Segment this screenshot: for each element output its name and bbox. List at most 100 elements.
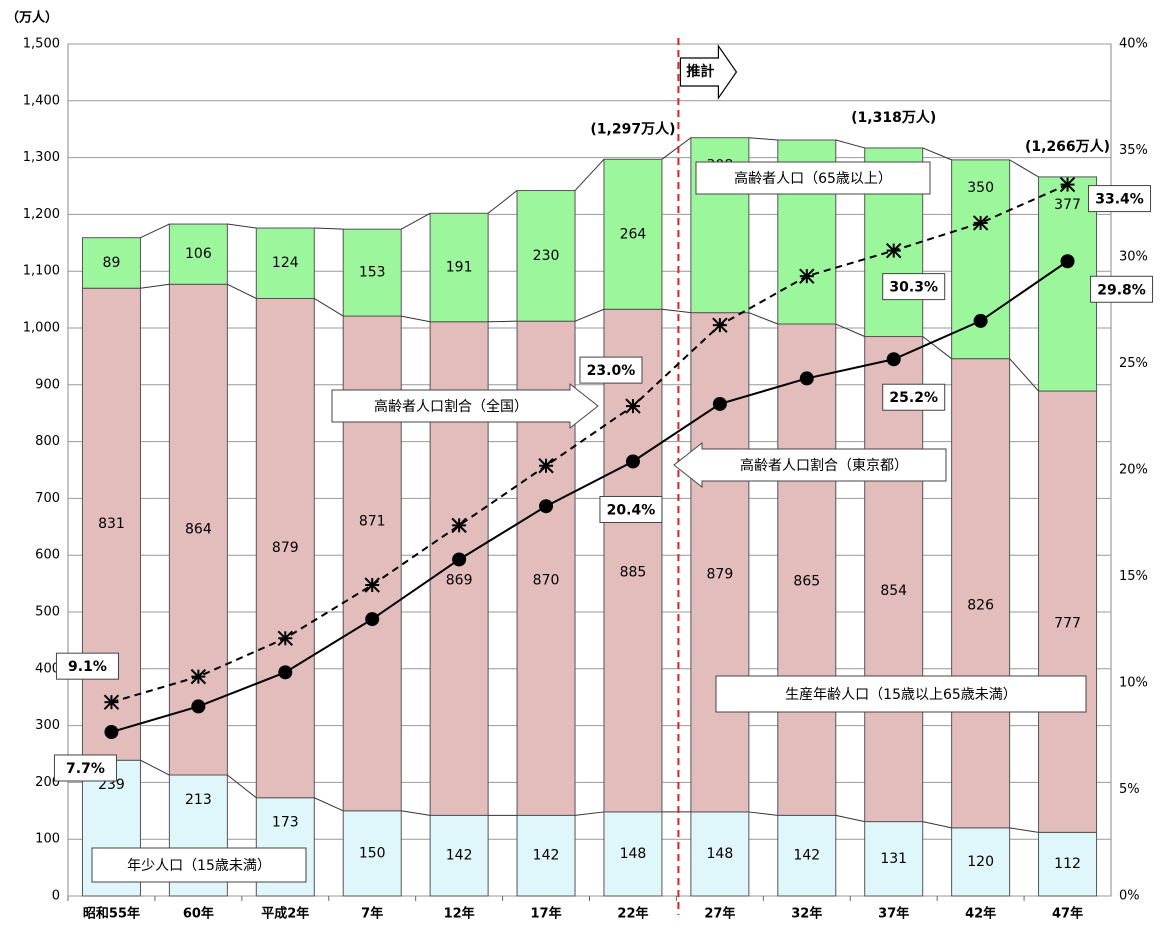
- stack-connector: [314, 298, 344, 317]
- pct-callout-text: 30.3%: [889, 280, 938, 296]
- bar-segment: [168, 223, 228, 285]
- segment-value-label: 377: [1054, 197, 1081, 213]
- segment-value-label: 864: [185, 522, 212, 538]
- segment-value-label: 142: [446, 848, 473, 864]
- segment-value-label: 153: [359, 265, 386, 281]
- y-tick-label: 1,400: [23, 93, 60, 108]
- segment-value-label: 191: [446, 260, 473, 276]
- bar-segment: [603, 158, 663, 310]
- bar-segment: [690, 312, 750, 813]
- stack-connector: [487, 190, 518, 214]
- bar-segment: [429, 212, 489, 323]
- national-ratio-line: [111, 183, 1068, 704]
- bar-segment: [690, 811, 750, 897]
- segment-value-label: 350: [967, 180, 994, 196]
- x-tick-label: 22年: [617, 906, 648, 922]
- stack-connector: [1009, 159, 1039, 178]
- pct-callout-box: [599, 495, 663, 523]
- pct-callout-text: 9.1%: [68, 659, 107, 675]
- segment-value-label: 870: [533, 572, 560, 588]
- pct-callout-box: [1090, 275, 1154, 303]
- pct-callout-text: 23.0%: [587, 363, 636, 379]
- child-legend-box: [91, 847, 307, 883]
- stack-connector: [748, 811, 778, 816]
- tokyo-ratio-point: [799, 371, 814, 386]
- stack-connector: [227, 774, 257, 799]
- pct-callout-box: [1088, 185, 1152, 213]
- y-tick-label: 400: [35, 661, 60, 676]
- y-tick-label: 300: [35, 718, 60, 733]
- bar-segment: [1038, 831, 1098, 897]
- child-legend-text: 年少人口（15歳未満）: [127, 858, 271, 874]
- stack-connector: [140, 283, 170, 289]
- stack-connector: [922, 336, 952, 360]
- x-tick-label: 42年: [965, 906, 996, 922]
- y-tick-label: 1,200: [23, 207, 60, 222]
- y2-tick-label: 15%: [1119, 569, 1148, 584]
- segment-value-label: 826: [967, 597, 994, 613]
- segment-value-label: 230: [533, 248, 560, 264]
- y-tick-label: 500: [35, 605, 60, 620]
- pct-callout-text: 29.8%: [1097, 282, 1146, 298]
- bar-segment: [603, 308, 663, 813]
- tokyo-ratio-point: [539, 499, 554, 514]
- stack-connector: [1009, 358, 1039, 392]
- y-tick-label: 200: [35, 775, 60, 790]
- segment-value-label: 173: [272, 815, 299, 831]
- national-ratio-point: [538, 458, 554, 474]
- segment-value-label: 142: [533, 848, 560, 864]
- stack-connector: [574, 158, 605, 191]
- bar-segment: [81, 287, 141, 761]
- national-ratio-point: [1059, 176, 1076, 193]
- y-tick-label: 100: [35, 832, 60, 847]
- stack-connector: [574, 308, 605, 322]
- pct-callout-box: [882, 383, 946, 411]
- segment-value-label: 879: [707, 566, 734, 582]
- pct-callout-box: [579, 356, 643, 384]
- y-tick-label: 0: [52, 889, 60, 904]
- x-tick-label: 27年: [704, 906, 735, 922]
- y2-tick-label: 40%: [1119, 37, 1148, 52]
- bar-segment: [429, 814, 489, 897]
- elderly-legend-text: 高齢者人口（65歳以上）: [734, 170, 892, 187]
- y-tick-label: 600: [35, 548, 60, 563]
- x-tick-label: 7年: [361, 906, 383, 922]
- stack-connector: [400, 212, 431, 230]
- bar-segment: [603, 811, 663, 897]
- national-ratio-point: [886, 242, 902, 259]
- stack-connector: [227, 223, 257, 229]
- y2-tick-label: 35%: [1119, 143, 1148, 158]
- national-ratio-point: [799, 268, 815, 284]
- national-ratio-point: [625, 398, 641, 414]
- national-legend-text: 高齢者人口割合（全国）: [374, 398, 528, 415]
- bar-segment: [342, 810, 402, 897]
- segment-value-label: 869: [446, 573, 473, 589]
- y-tick-label: 1,100: [23, 264, 60, 279]
- national-legend-box: [331, 382, 599, 430]
- segment-value-label: 213: [185, 792, 212, 808]
- pct-callout-text: 20.4%: [607, 502, 656, 518]
- total-label: (1,266万人): [1025, 138, 1110, 155]
- tokyo-ratio-point: [365, 612, 380, 627]
- segment-value-label: 854: [880, 583, 907, 599]
- tokyo-ratio-point: [191, 699, 206, 714]
- tokyo-ratio-point: [1060, 254, 1075, 269]
- bar-segment: [168, 283, 228, 776]
- segment-value-label: 865: [793, 574, 820, 590]
- stack-connector: [140, 223, 170, 239]
- segment-value-label: 150: [359, 845, 386, 861]
- stack-connector: [574, 811, 605, 816]
- national-ratio-point: [972, 215, 989, 231]
- national-ratio-point: [190, 668, 207, 685]
- y-tick-label: 1,500: [23, 37, 60, 52]
- y2-tick-label: 0%: [1119, 889, 1140, 904]
- stack-connector: [835, 139, 865, 149]
- y-tick-label: 700: [35, 491, 60, 506]
- y2-tick-label: 10%: [1119, 676, 1148, 691]
- tokyo-legend-text: 高齢者人口割合（東京都）: [740, 457, 908, 474]
- stack-connector: [140, 759, 170, 776]
- x-tick-label: 37年: [878, 906, 909, 922]
- working-age-legend-text: 生産年齢人口（15歳以上65歳未満）: [785, 687, 1017, 703]
- stack-connector: [922, 147, 952, 161]
- y-tick-label: 800: [35, 434, 60, 449]
